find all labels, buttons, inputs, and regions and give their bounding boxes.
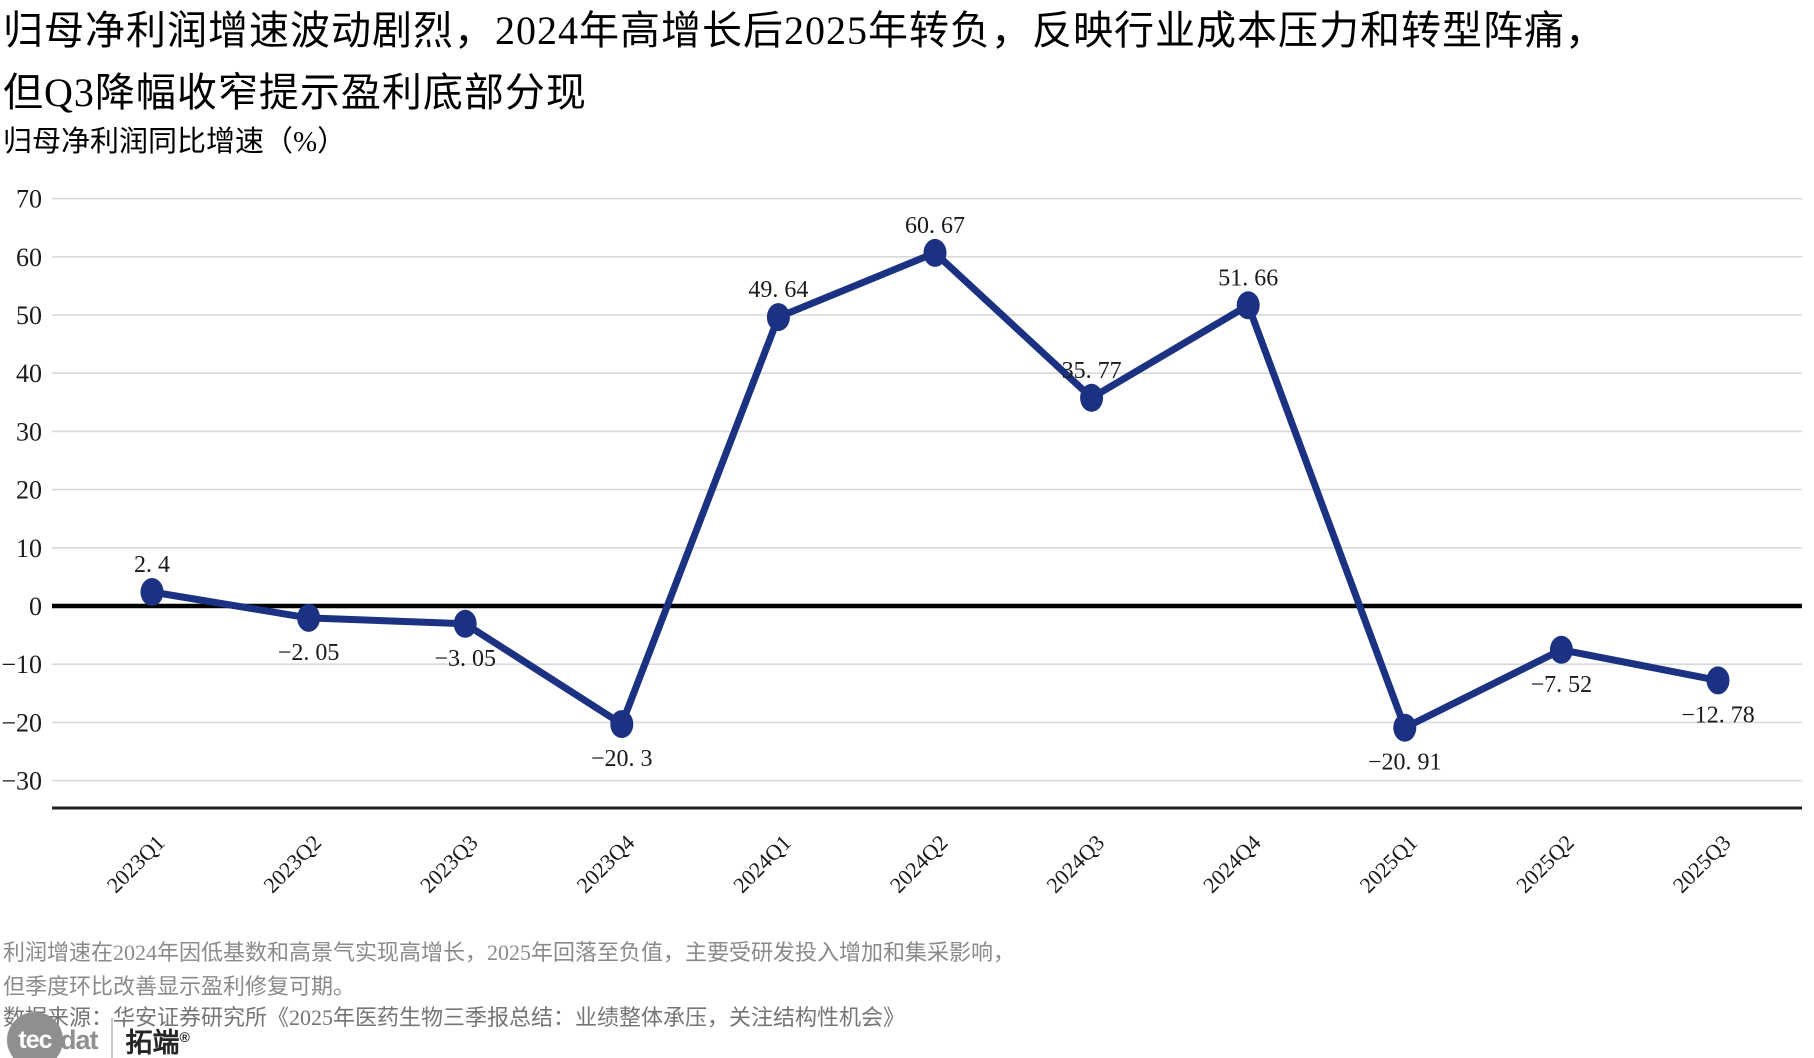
data-point-label: −12. 78 bbox=[1681, 702, 1755, 728]
x-tick-label: 2023Q2 bbox=[258, 830, 326, 898]
x-tick-label: 2023Q3 bbox=[415, 830, 483, 898]
registered-mark: ® bbox=[179, 1028, 190, 1045]
x-tick-label: 2024Q2 bbox=[885, 830, 953, 898]
data-point-label: 35. 77 bbox=[1062, 358, 1122, 384]
y-tick-label: 60 bbox=[16, 243, 42, 272]
y-tick-label: 20 bbox=[16, 476, 42, 505]
y-tick-label: 30 bbox=[16, 417, 42, 446]
y-tick-label: −30 bbox=[1, 767, 42, 796]
data-point-marker bbox=[1549, 635, 1573, 664]
logo-tec-text: tec bbox=[18, 1025, 52, 1054]
y-tick-label: 0 bbox=[29, 592, 42, 621]
y-tick-label: 10 bbox=[16, 534, 42, 563]
x-tick-label: 2025Q2 bbox=[1511, 830, 1579, 898]
data-point-label: −3. 05 bbox=[434, 646, 496, 672]
x-tick-label: 2023Q4 bbox=[572, 830, 640, 898]
data-point-marker bbox=[140, 578, 164, 606]
data-point-label: −20. 91 bbox=[1368, 750, 1442, 776]
x-tick-label: 2025Q1 bbox=[1355, 830, 1423, 898]
tecdat-logo: tec dat 拓端® bbox=[7, 1012, 190, 1058]
data-point-marker bbox=[766, 303, 790, 332]
data-point-marker bbox=[1706, 666, 1730, 695]
y-tick-label: 70 bbox=[16, 185, 42, 214]
data-point-marker bbox=[1236, 291, 1260, 320]
y-tick-label: −10 bbox=[1, 650, 42, 679]
chart-title-line2: 但Q3降幅收窄提示盈利底部分现 bbox=[3, 70, 587, 115]
data-point-marker bbox=[297, 603, 321, 632]
data-point-label: 60. 67 bbox=[905, 213, 965, 239]
data-source: 数据来源：华安证券研究所《2025年医药生物三季报总结：业绩整体承压，关注结构性… bbox=[3, 1005, 906, 1030]
data-point-label: −20. 3 bbox=[591, 746, 653, 772]
data-point-label: 49. 64 bbox=[748, 277, 808, 303]
data-point-label: −2. 05 bbox=[278, 640, 340, 666]
footnote-line2: 但季度环比改善显示盈利修复可期。 bbox=[3, 974, 356, 999]
data-point-label: 2. 4 bbox=[134, 552, 170, 578]
x-tick-label: 2024Q4 bbox=[1198, 830, 1266, 898]
footnote-line1: 利润增速在2024年因低基数和高景气实现高增长，2025年回落至负值，主要受研发… bbox=[3, 940, 1016, 965]
x-tick-label: 2023Q1 bbox=[102, 830, 170, 898]
data-point-marker bbox=[1080, 383, 1104, 412]
chart-title-line1: 归母净利润增速波动剧烈，2024年高增长后2025年转负，反映行业成本压力和转型… bbox=[3, 8, 1606, 53]
tecdat-logo-circle-icon: tec bbox=[7, 1012, 63, 1058]
data-point-marker bbox=[1393, 713, 1417, 742]
x-tick-label: 2025Q3 bbox=[1668, 830, 1736, 898]
logo-dat-text: dat bbox=[60, 1024, 98, 1055]
data-point-marker bbox=[923, 238, 947, 267]
data-point-marker bbox=[610, 710, 634, 739]
data-point-marker bbox=[453, 609, 477, 638]
y-tick-label: 40 bbox=[16, 359, 42, 388]
y-tick-label: −20 bbox=[1, 708, 42, 737]
y-tick-label: 50 bbox=[16, 301, 42, 330]
data-point-label: −7. 52 bbox=[1531, 672, 1593, 698]
chart-title: 归母净利润增速波动剧烈，2024年高增长后2025年转负，反映行业成本压力和转型… bbox=[3, 0, 1606, 124]
logo-separator bbox=[110, 1018, 113, 1058]
logo-brand-text: 拓端® bbox=[125, 1027, 190, 1058]
x-tick-label: 2024Q3 bbox=[1041, 830, 1109, 898]
x-tick-label: 2024Q1 bbox=[728, 830, 796, 898]
footnote: 利润增速在2024年因低基数和高景气实现高增长，2025年回落至负值，主要受研发… bbox=[3, 936, 1015, 1004]
data-point-label: 51. 66 bbox=[1218, 265, 1278, 291]
chart-subtitle: 归母净利润同比增速（%） bbox=[3, 126, 347, 158]
